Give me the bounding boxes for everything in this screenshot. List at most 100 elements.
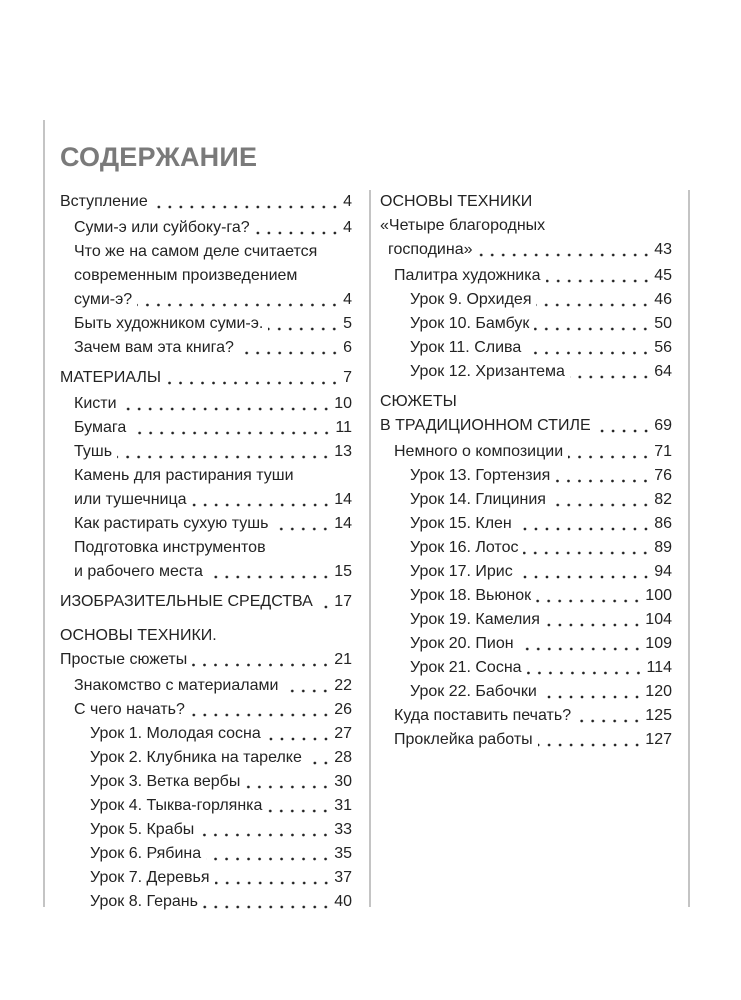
dot-leader (537, 728, 643, 752)
page-number: 45 (654, 267, 672, 284)
toc-entry[interactable]: Проклейка работы 127 (380, 728, 672, 752)
toc-entry[interactable]: Урок 5. Крабы 33 (60, 818, 352, 842)
toc-entry[interactable]: Урок 18. Вьюнок 100 (380, 584, 672, 608)
toc-entry[interactable]: ОСНОВЫ ТЕХНИКИ. Простые сюжеты 21 (60, 624, 352, 672)
toc-entry[interactable]: Урок 15. Клен 86 (380, 512, 672, 536)
toc-entry-title: Урок 21. Сосна (410, 659, 522, 676)
toc-entry-title: Урок 20. Пион (410, 635, 514, 652)
toc-entry-title: Тушь (74, 443, 113, 460)
toc-entry[interactable]: Урок 2. Клубника на тарелке 28 (60, 746, 352, 770)
page-number: 7 (343, 369, 352, 386)
toc-entry[interactable]: Знакомство с материалами 22 (60, 674, 352, 698)
toc-entry[interactable]: Что же на самом деле считается современны… (60, 240, 352, 312)
page-number: 35 (334, 845, 352, 862)
toc-entry[interactable]: Подготовка инструментов и рабочего места 1… (60, 536, 352, 584)
toc-entry[interactable]: Кисти 10 (60, 392, 352, 416)
page-number: 17 (334, 593, 352, 610)
toc-entry[interactable]: С чего начать? 26 (60, 698, 352, 722)
toc-entry-title: Как растирать сухую тушь (74, 515, 269, 532)
page-number: 120 (645, 683, 672, 700)
toc-entry[interactable]: Вступление 4 (60, 190, 352, 214)
dot-leader (526, 336, 652, 360)
page-number: 46 (654, 291, 672, 308)
dot-leader (131, 416, 333, 440)
toc-entry[interactable]: Урок 1. Молодая сосна 27 (60, 722, 352, 746)
page-number: 104 (645, 611, 672, 628)
dot-leader (214, 866, 332, 890)
toc-entry-title: Урок 5. Крабы (90, 821, 195, 838)
dot-leader (555, 464, 652, 488)
page-number: 4 (343, 291, 352, 308)
toc-entry[interactable]: Урок 6. Рябина 35 (60, 842, 352, 866)
toc-entry[interactable]: Палитра художника 45 (380, 264, 672, 288)
toc-entry-title: Кисти (74, 395, 117, 412)
page-title: СОДЕРЖАНИЕ (60, 142, 258, 172)
toc-entry-title: Урок 7. Деревья (90, 869, 210, 886)
toc-entry-title: Урок 1. Молодая сосна (90, 725, 261, 742)
toc-entry[interactable]: Урок 9. Орхидея 46 (380, 288, 672, 312)
toc-entry[interactable]: Бумага 11 (60, 416, 352, 440)
toc-entry[interactable]: Урок 17. Ирис 94 (380, 560, 672, 584)
dot-leader (254, 216, 341, 240)
page-number: 4 (343, 219, 352, 236)
dot-leader (534, 312, 652, 336)
toc-entry[interactable]: Урок 4. Тыква-горлянка 31 (60, 794, 352, 818)
dot-leader (544, 608, 643, 632)
toc-entry[interactable]: Урок 8. Герань 40 (60, 890, 352, 914)
toc-entry-title: СЮЖЕТЫ (380, 393, 457, 410)
toc-entry[interactable]: Быть художником суми-э. 5 (60, 312, 352, 336)
dot-leader (477, 238, 652, 262)
toc-entry[interactable]: Урок 7. Деревья 37 (60, 866, 352, 890)
page-number: 56 (654, 339, 672, 356)
dot-leader (550, 488, 652, 512)
page-number: 114 (646, 659, 672, 676)
toc-entry[interactable]: СЮЖЕТЫ В ТРАДИЦИОННОМ СТИЛЕ 69 (380, 390, 672, 438)
page-number: 28 (334, 749, 352, 766)
toc-entry[interactable]: Камень для растирания туши или тушечница 1… (60, 464, 352, 512)
toc-entry[interactable]: Урок 3. Ветка вербы 30 (60, 770, 352, 794)
right-margin-rule (688, 190, 690, 907)
toc-entry-title: Урок 8. Герань (90, 893, 198, 910)
page-number: 69 (654, 417, 672, 434)
toc-entry[interactable]: Зачем вам эта книга? 6 (60, 336, 352, 360)
toc-entry[interactable]: Урок 10. Бамбук 50 (380, 312, 672, 336)
toc-entry-title: современным произведением (74, 267, 298, 284)
toc-entry[interactable]: ИЗОБРАЗИТЕЛЬНЫЕ СРЕДСТВА 17 (60, 590, 352, 614)
toc-entry-title: В ТРАДИЦИОННОМ СТИЛЕ (380, 417, 591, 434)
toc-entry[interactable]: Куда поставить печать? 125 (380, 704, 672, 728)
toc-entry[interactable]: Тушь 13 (60, 440, 352, 464)
toc-entry-title: Суми-э или суйбоку-га? (74, 219, 250, 236)
page-number: 82 (654, 491, 672, 508)
toc-entry[interactable]: Урок 14. Глициния 82 (380, 488, 672, 512)
toc-entry[interactable]: Как растирать сухую тушь 14 (60, 512, 352, 536)
toc-entry-title: Урок 10. Бамбук (410, 315, 530, 332)
dot-leader (273, 512, 332, 536)
toc-entry[interactable]: Урок 22. Бабочки 120 (380, 680, 672, 704)
toc-entry-title: Немного о композиции (394, 443, 564, 460)
toc-entry[interactable]: Урок 13. Гортензия 76 (380, 464, 672, 488)
toc-entry-title: Урок 19. Камелия (410, 611, 540, 628)
page-number: 71 (654, 443, 672, 460)
page-number: 89 (654, 539, 672, 556)
toc-entry[interactable]: Урок 20. Пион 109 (380, 632, 672, 656)
toc-entry[interactable]: МАТЕРИАЛЫ 7 (60, 366, 352, 390)
dot-leader (137, 288, 341, 312)
toc-entry[interactable]: ОСНОВЫ ТЕХНИКИ «Четыре благородных господи… (380, 190, 672, 262)
page-number: 43 (654, 241, 672, 258)
toc-entry[interactable]: Урок 21. Сосна 114 (380, 656, 672, 680)
toc-entry[interactable]: Урок 16. Лотос 89 (380, 536, 672, 560)
dot-leader (199, 818, 332, 842)
page-number: 127 (645, 731, 672, 748)
toc-entry[interactable]: Суми-э или суйбоку-га? 4 (60, 216, 352, 240)
dot-leader (517, 560, 652, 584)
toc-entry[interactable]: Урок 11. Слива 56 (380, 336, 672, 360)
page-number: 22 (334, 677, 352, 694)
toc-entry[interactable]: Урок 12. Хризантема 64 (380, 360, 672, 384)
dot-leader (536, 288, 652, 312)
toc-entry-title: Урок 17. Ирис (410, 563, 513, 580)
toc-entry[interactable]: Немного о композиции 71 (380, 440, 672, 464)
toc-entry-title: Подготовка инструментов (74, 539, 266, 556)
page-number: 86 (654, 515, 672, 532)
toc-entry[interactable]: Урок 19. Камелия 104 (380, 608, 672, 632)
page-number: 11 (335, 419, 352, 436)
